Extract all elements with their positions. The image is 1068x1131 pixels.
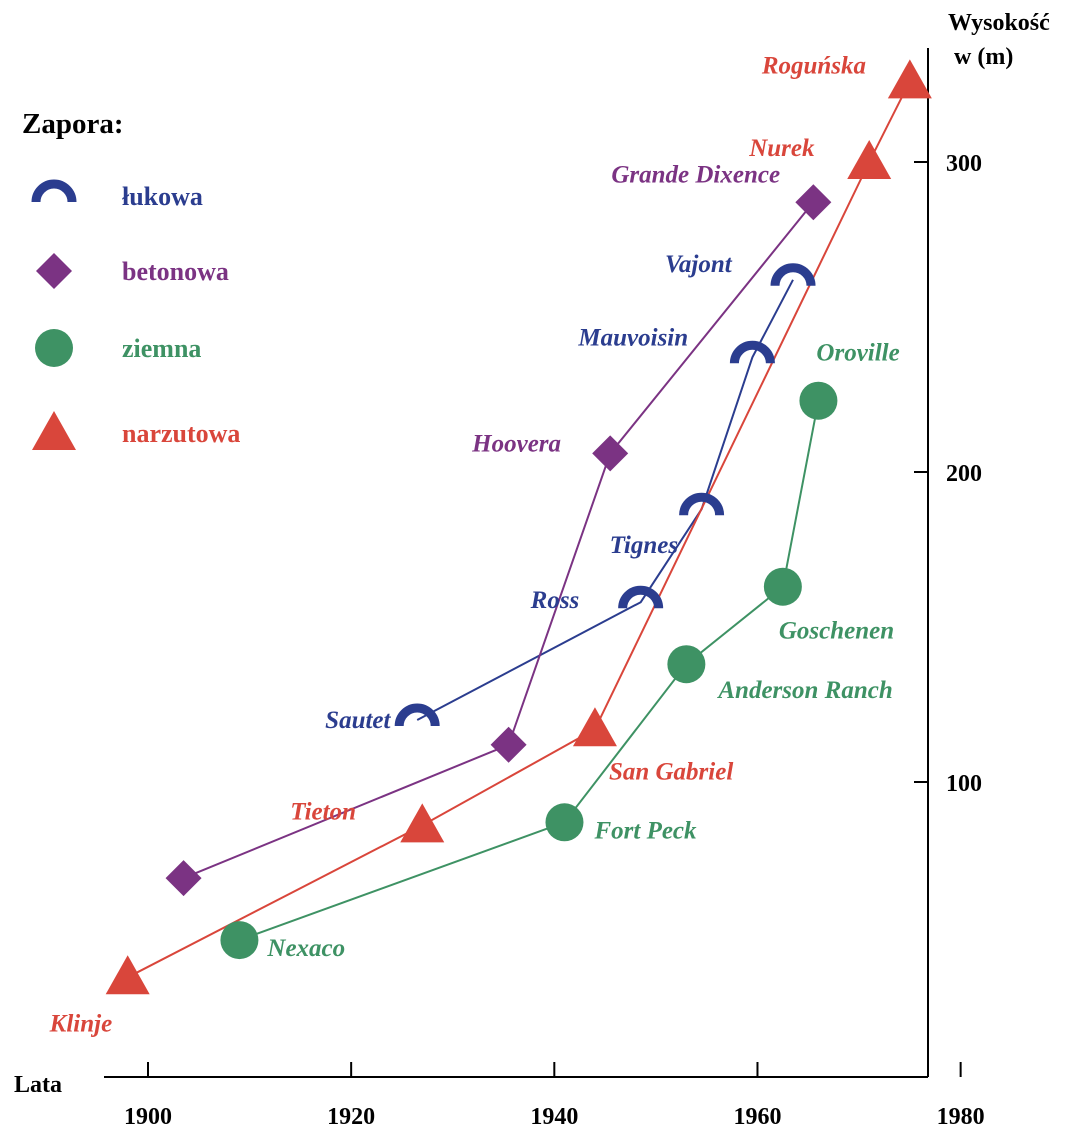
point-label-arch: Mauvoisin	[577, 324, 688, 351]
data-point-concrete	[592, 435, 629, 472]
point-label-rockfill: Klinje	[49, 1010, 113, 1037]
x-tick-label: 1940	[530, 1104, 578, 1130]
data-point-concrete	[165, 860, 202, 897]
data-point-arch	[729, 340, 775, 364]
legend-item-concrete: betonowa	[36, 253, 229, 289]
x-axis-label: Lata	[14, 1072, 62, 1098]
data-point-arch	[618, 585, 664, 609]
point-label-earth: Anderson Ranch	[716, 677, 892, 704]
arch-icon	[31, 179, 77, 203]
data-point-earth	[763, 567, 802, 606]
legend-item-earth: ziemna	[35, 329, 201, 367]
point-label-earth: Fort Peck	[593, 817, 697, 844]
data-point-earth	[220, 921, 259, 960]
legend: Zapora: łukowa betonowa ziemna narzutowa	[22, 108, 240, 450]
point-labels: Sautet Ross Tignes Mauvoisin Vajont Hoovera Gr…	[49, 52, 900, 1037]
point-label-arch: Tignes	[610, 532, 679, 559]
point-label-rockfill: Nurek	[748, 135, 815, 162]
y-tick-label: 300	[946, 151, 982, 177]
x-tick-label: 1980	[937, 1104, 985, 1130]
data-point-arch	[679, 492, 725, 516]
diamond-icon	[36, 253, 72, 289]
series-line-rockfill	[127, 80, 911, 979]
data-point-concrete	[795, 184, 832, 221]
x-tick-label: 1920	[327, 1104, 375, 1130]
data-point-rockfill	[572, 707, 617, 747]
point-label-earth: Nexaco	[266, 935, 345, 962]
x-ticks: 1900 1920 1940 1960 1980	[124, 1062, 985, 1130]
series-line-concrete	[183, 201, 815, 880]
y-ticks: 100 200 300	[914, 151, 982, 797]
data-point-rockfill	[400, 803, 445, 843]
triangle-icon	[32, 411, 76, 450]
data-point-arch	[770, 263, 816, 287]
y-axis-label-line2: w (m)	[954, 44, 1013, 70]
point-label-arch: Sautet	[325, 707, 391, 734]
series-lines	[127, 80, 911, 979]
data-point-concrete	[490, 726, 527, 763]
legend-label: łukowa	[122, 182, 203, 211]
legend-items: łukowa betonowa ziemna narzutowa	[31, 179, 240, 450]
point-label-arch: Ross	[530, 587, 580, 614]
data-point-arch	[394, 703, 440, 727]
point-label-earth: Oroville	[816, 340, 899, 367]
data-point-earth	[667, 645, 706, 684]
circle-icon	[35, 329, 73, 367]
legend-label: narzutowa	[122, 419, 240, 448]
data-point-earth	[799, 381, 838, 420]
legend-label: ziemna	[122, 334, 201, 363]
y-tick-label: 100	[946, 771, 982, 797]
data-point-rockfill	[887, 59, 932, 99]
point-label-rockfill: San Gabriel	[609, 758, 733, 785]
data-point-rockfill	[105, 955, 150, 995]
x-tick-label: 1960	[733, 1104, 781, 1130]
point-label-earth: Goschenen	[779, 618, 894, 645]
x-tick-label: 1900	[124, 1104, 172, 1130]
point-label-rockfill: Tieton	[290, 798, 356, 825]
legend-label: betonowa	[122, 257, 229, 286]
data-point-rockfill	[847, 140, 892, 179]
legend-item-arch: łukowa	[31, 179, 203, 211]
series-markers	[105, 59, 932, 995]
point-label-rockfill: Roguńska	[761, 52, 866, 79]
point-label-concrete: Grande Dixence	[611, 161, 780, 188]
y-axis-label-line1: Wysokość	[948, 10, 1050, 36]
series-line-earth	[239, 400, 820, 942]
y-tick-label: 200	[946, 461, 982, 487]
data-point-earth	[545, 803, 584, 842]
point-label-concrete: Hoovera	[471, 430, 561, 457]
point-label-arch: Vajont	[665, 251, 733, 278]
legend-title: Zapora:	[22, 108, 124, 140]
legend-item-rockfill: narzutowa	[32, 411, 240, 450]
